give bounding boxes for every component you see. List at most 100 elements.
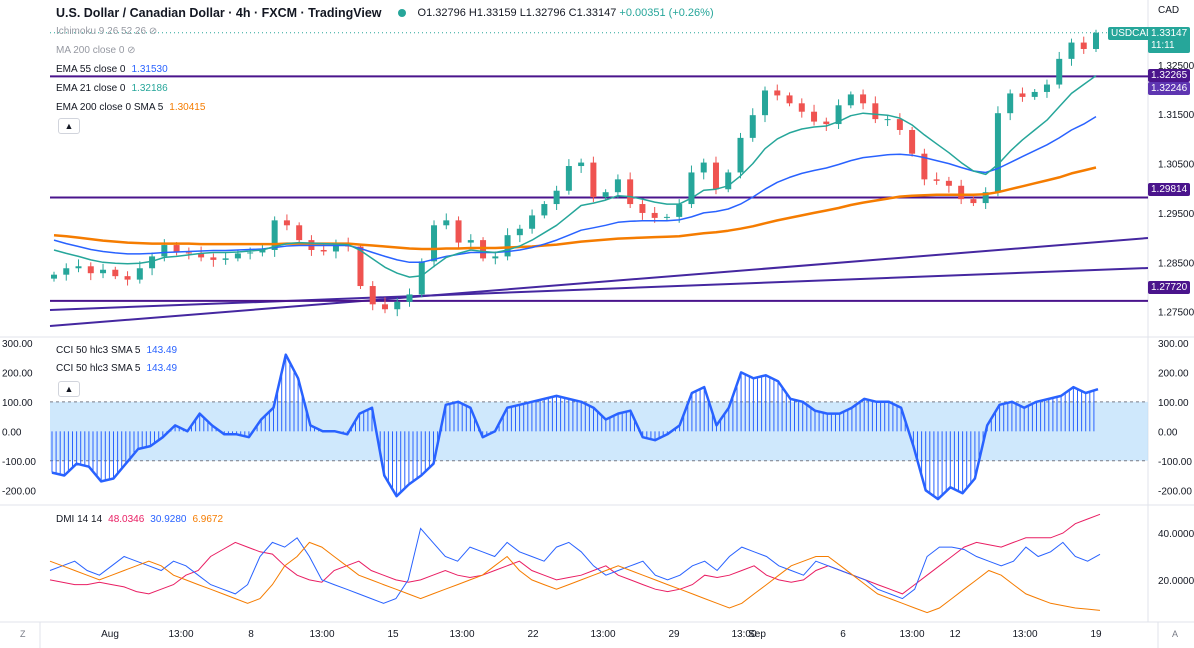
legend-cci-label-2: CCI 50 hlc3 SMA 5 — [56, 363, 141, 374]
candle-body — [455, 220, 462, 243]
ohlc-close: C1.33147 — [568, 7, 617, 19]
candle-body — [283, 220, 290, 226]
candle-body — [933, 179, 940, 181]
dmi-tick-label: 40.0000 — [1158, 529, 1194, 540]
legend-ichimoku-label: Ichimoku 9 26 52 26 — [56, 26, 147, 37]
legend-cci[interactable]: CCI 50 hlc3 SMA 5 143.49 — [56, 345, 177, 356]
candle-body — [504, 235, 511, 257]
candle-body — [492, 256, 499, 259]
collapse-legend-button[interactable]: ▲ — [58, 118, 80, 134]
legend-dmi-plus: 48.0346 — [108, 514, 145, 525]
candle-body — [541, 204, 548, 216]
cci-tick-label-right: -100.00 — [1158, 457, 1192, 468]
trendline-upper — [49, 237, 1149, 327]
candle-body — [467, 240, 474, 243]
level-badge-4: 1.27720 — [1148, 281, 1191, 294]
time-tick-label: 13:00 — [1012, 629, 1037, 640]
price-tick-label: 1.27500 — [1158, 308, 1194, 319]
candle-body — [578, 162, 585, 167]
legend-dmi-label: DMI 14 14 — [56, 514, 103, 525]
candle-body — [811, 111, 818, 122]
candle-body — [590, 162, 597, 198]
candle-body — [663, 216, 670, 218]
dmi-series-line — [49, 513, 1101, 595]
currency-label[interactable]: CAD — [1158, 5, 1180, 16]
dmi-tick-label: 20.0000 — [1158, 576, 1194, 587]
candle-body — [994, 113, 1001, 193]
candle-body — [149, 256, 156, 269]
candle-body — [872, 103, 879, 120]
candle-body — [173, 245, 180, 253]
eye-off-icon[interactable]: ⊘ — [127, 45, 136, 56]
candle-body — [712, 162, 719, 190]
candle-body — [136, 268, 143, 280]
candle-body — [1093, 32, 1099, 49]
candle-body — [124, 276, 131, 280]
legend-cci-value-2: 143.49 — [146, 363, 178, 374]
level-badge-1: 1.32265 — [1148, 69, 1191, 82]
candle-body — [1031, 91, 1038, 97]
eye-off-icon[interactable]: ⊘ — [148, 26, 158, 37]
dmi-series-line — [49, 541, 1101, 614]
candle-body — [87, 266, 94, 274]
ema21-line — [53, 75, 1097, 278]
ema200-line — [53, 166, 1097, 251]
candle-body — [860, 94, 867, 104]
legend-ma200[interactable]: MA 200 close 0 ⊘ — [56, 45, 136, 56]
level-badge-3: 1.29814 — [1148, 183, 1191, 196]
candle-body — [835, 105, 842, 125]
candle-body — [198, 253, 205, 258]
cci-line — [51, 353, 1099, 501]
dmi-series-line — [49, 527, 1101, 604]
legend-ema200[interactable]: EMA 200 close 0 SMA 5 1.30415 — [56, 102, 205, 113]
candle-body — [234, 253, 241, 259]
countdown-timer: 11:11 — [1151, 40, 1175, 51]
time-tick-label: Sep — [748, 629, 766, 640]
ohlc-change: +0.00351 (+0.26%) — [619, 7, 714, 19]
time-tick-label: 13:00 — [309, 629, 334, 640]
candle-body — [161, 245, 168, 257]
auto-scale-button[interactable]: A — [1172, 629, 1179, 639]
candle-body — [749, 115, 756, 138]
candle-body — [529, 215, 536, 229]
legend-dmi[interactable]: DMI 14 14 48.0346 30.9280 6.9672 — [56, 514, 223, 525]
candle-body — [909, 129, 916, 154]
legend-ema55[interactable]: EMA 55 close 0 1.31530 — [56, 64, 168, 75]
candle-body — [271, 220, 278, 250]
candle-body — [1043, 84, 1050, 92]
candle-body — [737, 137, 744, 173]
candle-body — [700, 162, 707, 173]
candle-body — [1068, 42, 1075, 59]
legend-ichimoku[interactable]: Ichimoku 9 26 52 26 ⊘ — [56, 26, 157, 37]
legend-dmi-minus: 30.9280 — [150, 514, 187, 525]
candle-body — [847, 94, 854, 106]
candle-body — [418, 261, 425, 295]
price-tick-label: 1.29500 — [1158, 209, 1194, 220]
candle-body — [945, 180, 952, 186]
cci-tick-label-right: 200.00 — [1158, 368, 1189, 379]
candle-body — [921, 153, 928, 180]
candle-body — [1080, 42, 1087, 49]
time-tick-label: 13:00 — [168, 629, 193, 640]
collapse-cci-button[interactable]: ▲ — [58, 381, 80, 397]
cci-tick-label-right: -200.00 — [1158, 486, 1192, 497]
candle-body — [896, 119, 903, 130]
legend-ema21-label: EMA 21 close 0 — [56, 83, 126, 94]
cci-tick-label-left: 0.00 — [2, 427, 22, 438]
legend-ema21[interactable]: EMA 21 close 0 1.32186 — [56, 83, 168, 94]
ohlc-high: H1.33159 — [468, 7, 517, 19]
zoom-corner-button[interactable]: Z — [20, 629, 26, 639]
time-tick-label: 6 — [840, 629, 846, 640]
legend-cci-value: 143.49 — [146, 345, 178, 356]
candle-body — [823, 121, 830, 125]
cci-tick-label-left: -200.00 — [2, 486, 36, 497]
legend-ma200-label: MA 200 close 0 — [56, 45, 125, 56]
candle-body — [394, 301, 401, 310]
candle-body — [112, 269, 119, 277]
legend-cci-2[interactable]: CCI 50 hlc3 SMA 5 143.49 — [56, 363, 177, 374]
candle-body — [210, 257, 217, 260]
time-tick-label: 8 — [248, 629, 254, 640]
candle-body — [688, 172, 695, 205]
candle-body — [357, 246, 364, 287]
